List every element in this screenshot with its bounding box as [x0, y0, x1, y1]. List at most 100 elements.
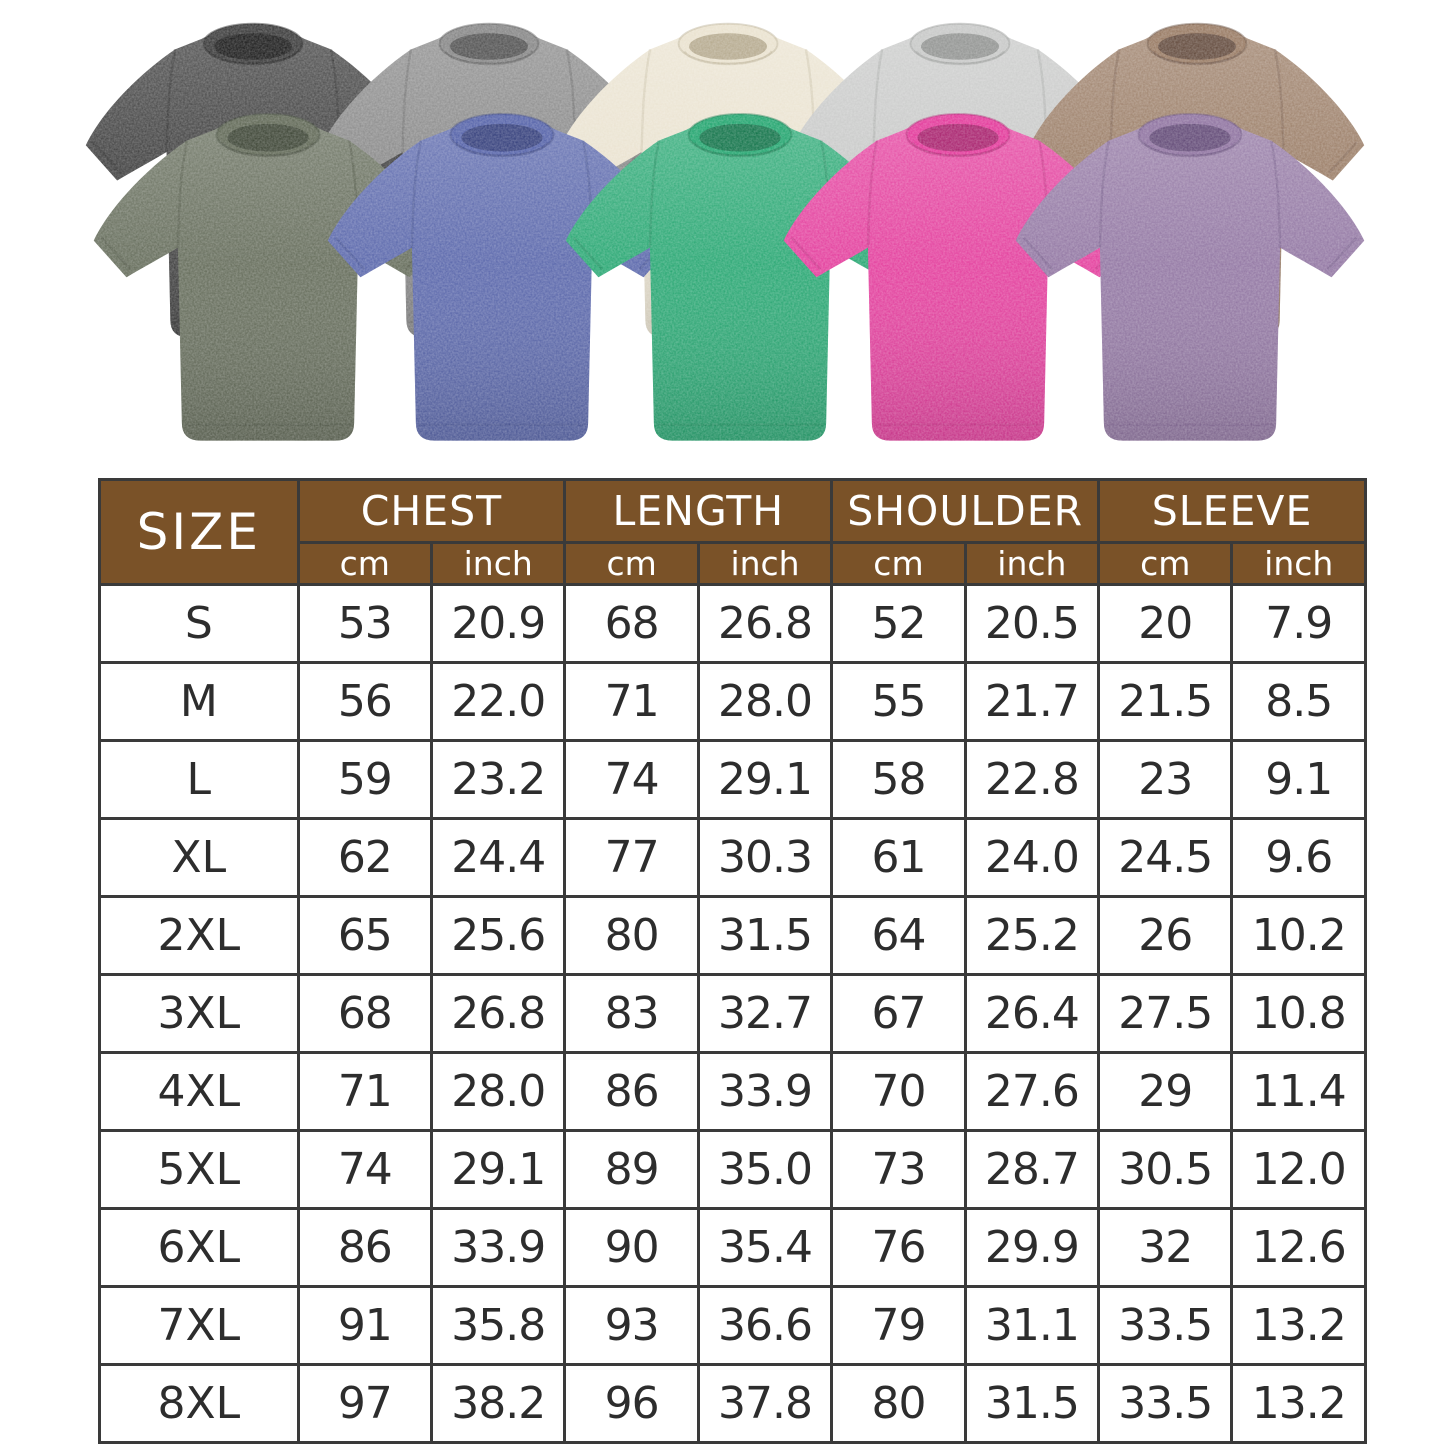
- size-header: SIZE: [98, 478, 300, 586]
- value-cell: 71: [563, 661, 700, 742]
- value-cell: 11.4: [1230, 1051, 1367, 1132]
- chest-cm-header: cm: [296, 541, 434, 586]
- chest-header: CHEST: [296, 478, 567, 544]
- value-cell: 79: [830, 1285, 967, 1366]
- length-header: LENGTH: [563, 478, 834, 544]
- value-cell: 37.8: [696, 1363, 834, 1444]
- value-cell: 86: [563, 1051, 700, 1132]
- size-cell: 2XL: [98, 895, 300, 976]
- table-row-7xl: 7XL 91 35.8 93 36.6 79 31.1 33.5 13.2: [98, 1285, 1367, 1366]
- value-cell: 35.4: [696, 1207, 834, 1288]
- value-cell: 29.1: [696, 739, 834, 820]
- value-cell: 35.8: [430, 1285, 567, 1366]
- value-cell: 58: [830, 739, 967, 820]
- value-cell: 31.1: [963, 1285, 1101, 1366]
- table-row-4xl: 4XL 71 28.0 86 33.9 70 27.6 29 11.4: [98, 1051, 1367, 1132]
- value-cell: 56: [296, 661, 434, 742]
- sleeve-header: SLEEVE: [1097, 478, 1367, 544]
- value-cell: 32: [1097, 1207, 1234, 1288]
- value-cell: 74: [563, 739, 700, 820]
- value-cell: 12.0: [1230, 1129, 1367, 1210]
- value-cell: 36.6: [696, 1285, 834, 1366]
- value-cell: 21.7: [963, 661, 1101, 742]
- value-cell: 30.3: [696, 817, 834, 898]
- value-cell: 24.5: [1097, 817, 1234, 898]
- size-cell: 6XL: [98, 1207, 300, 1288]
- value-cell: 24.0: [963, 817, 1101, 898]
- table-row-xl: XL 62 24.4 77 30.3 61 24.0 24.5 9.6: [98, 817, 1367, 898]
- size-chart: SIZE CHEST LENGTH SHOULDER SLEEVE cm inc…: [98, 478, 1367, 1444]
- value-cell: 83: [563, 973, 700, 1054]
- value-cell: 65: [296, 895, 434, 976]
- value-cell: 59: [296, 739, 434, 820]
- sleeve-inch-header: inch: [1230, 541, 1367, 586]
- value-cell: 23: [1097, 739, 1234, 820]
- table-row-m: M 56 22.0 71 28.0 55 21.7 21.5 8.5: [98, 661, 1367, 742]
- value-cell: 33.5: [1097, 1285, 1234, 1366]
- value-cell: 53: [296, 583, 434, 664]
- value-cell: 89: [563, 1129, 700, 1210]
- value-cell: 10.2: [1230, 895, 1367, 976]
- value-cell: 33.5: [1097, 1363, 1234, 1444]
- value-cell: 91: [296, 1285, 434, 1366]
- value-cell: 21.5: [1097, 661, 1234, 742]
- size-cell: 5XL: [98, 1129, 300, 1210]
- value-cell: 93: [563, 1285, 700, 1366]
- shoulder-header: SHOULDER: [830, 478, 1101, 544]
- value-cell: 29: [1097, 1051, 1234, 1132]
- value-cell: 35.0: [696, 1129, 834, 1210]
- value-cell: 26.8: [430, 973, 567, 1054]
- value-cell: 7.9: [1230, 583, 1367, 664]
- value-cell: 12.6: [1230, 1207, 1367, 1288]
- value-cell: 8.5: [1230, 661, 1367, 742]
- table-row-s: S 53 20.9 68 26.8 52 20.5 20 7.9: [98, 583, 1367, 664]
- size-chart-table: SIZE CHEST LENGTH SHOULDER SLEEVE cm inc…: [98, 478, 1367, 1444]
- value-cell: 10.8: [1230, 973, 1367, 1054]
- value-cell: 25.2: [963, 895, 1101, 976]
- value-cell: 23.2: [430, 739, 567, 820]
- size-cell: M: [98, 661, 300, 742]
- value-cell: 33.9: [696, 1051, 834, 1132]
- value-cell: 24.4: [430, 817, 567, 898]
- value-cell: 74: [296, 1129, 434, 1210]
- value-cell: 27.5: [1097, 973, 1234, 1054]
- product-gallery: [84, 22, 1366, 442]
- sleeve-cm-header: cm: [1097, 541, 1234, 586]
- value-cell: 28.0: [430, 1051, 567, 1132]
- value-cell: 71: [296, 1051, 434, 1132]
- value-cell: 31.5: [696, 895, 834, 976]
- size-cell: 7XL: [98, 1285, 300, 1366]
- value-cell: 32.7: [696, 973, 834, 1054]
- value-cell: 26.8: [696, 583, 834, 664]
- value-cell: 55: [830, 661, 967, 742]
- size-cell: 8XL: [98, 1363, 300, 1444]
- value-cell: 31.5: [963, 1363, 1101, 1444]
- value-cell: 20.5: [963, 583, 1101, 664]
- value-cell: 29.9: [963, 1207, 1101, 1288]
- value-cell: 76: [830, 1207, 967, 1288]
- table-row-l: L 59 23.2 74 29.1 58 22.8 23 9.1: [98, 739, 1367, 820]
- value-cell: 28.7: [963, 1129, 1101, 1210]
- value-cell: 86: [296, 1207, 434, 1288]
- shoulder-cm-header: cm: [830, 541, 967, 586]
- chest-inch-header: inch: [430, 541, 567, 586]
- value-cell: 26.4: [963, 973, 1101, 1054]
- value-cell: 13.2: [1230, 1285, 1367, 1366]
- size-table-body: S 53 20.9 68 26.8 52 20.5 20 7.9 M 56 22.0 71 28.0 55 2…: [98, 583, 1367, 1444]
- value-cell: 62: [296, 817, 434, 898]
- value-cell: 20.9: [430, 583, 567, 664]
- value-cell: 20: [1097, 583, 1234, 664]
- value-cell: 67: [830, 973, 967, 1054]
- value-cell: 61: [830, 817, 967, 898]
- value-cell: 29.1: [430, 1129, 567, 1210]
- value-cell: 97: [296, 1363, 434, 1444]
- value-cell: 27.6: [963, 1051, 1101, 1132]
- size-cell: L: [98, 739, 300, 820]
- shoulder-inch-header: inch: [963, 541, 1101, 586]
- value-cell: 13.2: [1230, 1363, 1367, 1444]
- value-cell: 73: [830, 1129, 967, 1210]
- value-cell: 25.6: [430, 895, 567, 976]
- size-cell: S: [98, 583, 300, 664]
- table-row-3xl: 3XL 68 26.8 83 32.7 67 26.4 27.5 10.8: [98, 973, 1367, 1054]
